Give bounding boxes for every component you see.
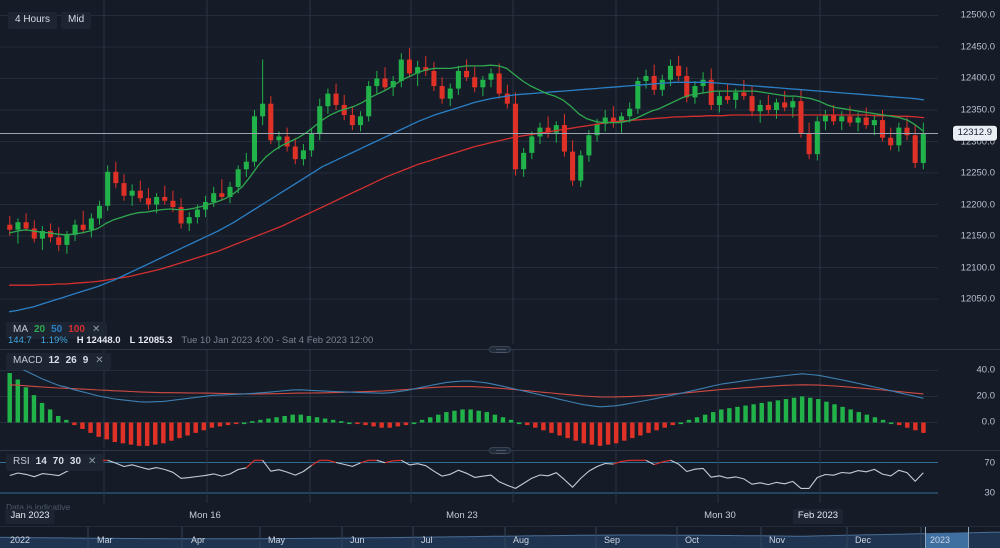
navigator-month-label: 2023	[930, 535, 951, 545]
rsi-axis-label: 70	[984, 456, 995, 468]
date-range-label: Tue 10 Jan 2023 4:00 - Sat 4 Feb 2023 12…	[181, 335, 374, 346]
price-axis-label: 12450.0	[960, 41, 995, 53]
macd-axis-label: 20.0	[976, 390, 996, 402]
rsi-indicator-legend[interactable]: RSI 14 70 30 ✕	[6, 454, 104, 471]
close-icon[interactable]: ✕	[95, 355, 104, 366]
ma-period-50[interactable]: 50	[51, 324, 63, 335]
navigator-month-label: Mar	[97, 535, 113, 545]
time-axis: Jan 2023 Mon 16 Mon 23 Mon 30 Feb 2023	[0, 508, 1000, 526]
navigator-handle-left[interactable]	[925, 527, 926, 548]
navigator-month-label: May	[268, 535, 286, 545]
price-chart-canvas	[0, 0, 938, 344]
change-value: 144.7	[8, 335, 32, 346]
macd-chart-canvas	[0, 350, 938, 448]
rsi-chart-canvas	[0, 451, 938, 503]
rsi-oversold[interactable]: 30	[69, 456, 82, 467]
rsi-axis: 70 30	[938, 451, 1000, 503]
macd-axis-label: 0.0	[981, 416, 995, 428]
time-axis-label: Jan 2023	[5, 509, 55, 524]
time-axis-label: Mon 23	[446, 510, 478, 521]
price-stats-line: 144.7 1.19% H 12448.0 L 12085.3 Tue 10 J…	[8, 336, 373, 346]
macd-axis: 40.0 20.0 0.0	[938, 350, 1000, 448]
time-axis-label: Feb 2023	[792, 509, 844, 524]
price-axis-label: 12400.0	[960, 72, 995, 84]
macd-axis-label: 40.0	[976, 364, 996, 376]
ma-period-20[interactable]: 20	[34, 324, 46, 335]
navigator-month-label: Jul	[421, 535, 433, 545]
price-axis-label: 12500.0	[960, 9, 995, 21]
navigator-month-label: Jun	[350, 535, 365, 545]
price-axis: 12500.0 12450.0 12400.0 12350.0 12300.0 12250…	[938, 0, 1000, 344]
panel-resize-handle-rsi[interactable]	[489, 447, 511, 454]
data-indicative-note: Data is indicative	[6, 502, 71, 512]
high-stat: H 12448.0	[76, 335, 121, 346]
time-axis-label: Mon 30	[704, 510, 736, 521]
navigator-month-label: Oct	[685, 535, 700, 545]
price-axis-label: 12200.0	[960, 198, 995, 210]
range-navigator[interactable]: 2022 Mar Apr May Jun Jul Aug Sep Oct Nov Dec 2023	[0, 526, 1000, 548]
price-axis-label: 12300.0	[960, 135, 995, 147]
rsi-overbought[interactable]: 70	[52, 456, 64, 467]
low-stat: L 12085.3	[129, 335, 173, 346]
chart-toolbar: 4 Hours Mid	[8, 12, 92, 29]
ma-indicator-legend[interactable]: MA 20 50 100 ✕	[6, 322, 108, 339]
macd-period-fast[interactable]: 12	[48, 355, 60, 366]
ma-legend-name: MA	[13, 324, 28, 335]
macd-indicator-legend[interactable]: MACD 12 26 9 ✕	[6, 353, 111, 370]
change-percent: 1.19%	[40, 335, 68, 346]
close-icon[interactable]: ✕	[88, 456, 97, 467]
price-axis-label: 12050.0	[960, 293, 995, 305]
navigator-canvas	[0, 527, 1000, 548]
panel-resize-handle-macd[interactable]	[489, 346, 511, 353]
navigator-month-label: Nov	[769, 535, 786, 545]
macd-period-slow[interactable]: 26	[65, 355, 77, 366]
price-axis-label: 12100.0	[960, 261, 995, 273]
price-axis-label: 12150.0	[960, 230, 995, 242]
rsi-legend-name: RSI	[13, 456, 30, 467]
current-price-tag: 12312.9	[952, 126, 997, 141]
close-icon[interactable]: ✕	[91, 324, 101, 335]
timeframe-chip[interactable]: 4 Hours	[8, 12, 58, 29]
rsi-axis-label: 30	[984, 487, 995, 499]
rsi-period[interactable]: 14	[35, 456, 47, 467]
navigator-month-label: Apr	[191, 535, 206, 545]
navigator-month-label: Sep	[604, 535, 621, 545]
ma-period-100[interactable]: 100	[68, 324, 85, 335]
navigator-month-label: Aug	[513, 535, 530, 545]
price-axis-label: 12250.0	[960, 167, 995, 179]
navigator-handle-right[interactable]	[968, 527, 969, 548]
price-type-chip[interactable]: Mid	[61, 12, 92, 29]
time-axis-label: Mon 16	[189, 510, 221, 521]
macd-period-signal[interactable]: 9	[82, 355, 89, 366]
navigator-month-label: Dec	[855, 535, 872, 545]
navigator-month-label: 2022	[10, 535, 31, 545]
macd-legend-name: MACD	[13, 355, 43, 366]
price-axis-label: 12350.0	[960, 104, 995, 116]
